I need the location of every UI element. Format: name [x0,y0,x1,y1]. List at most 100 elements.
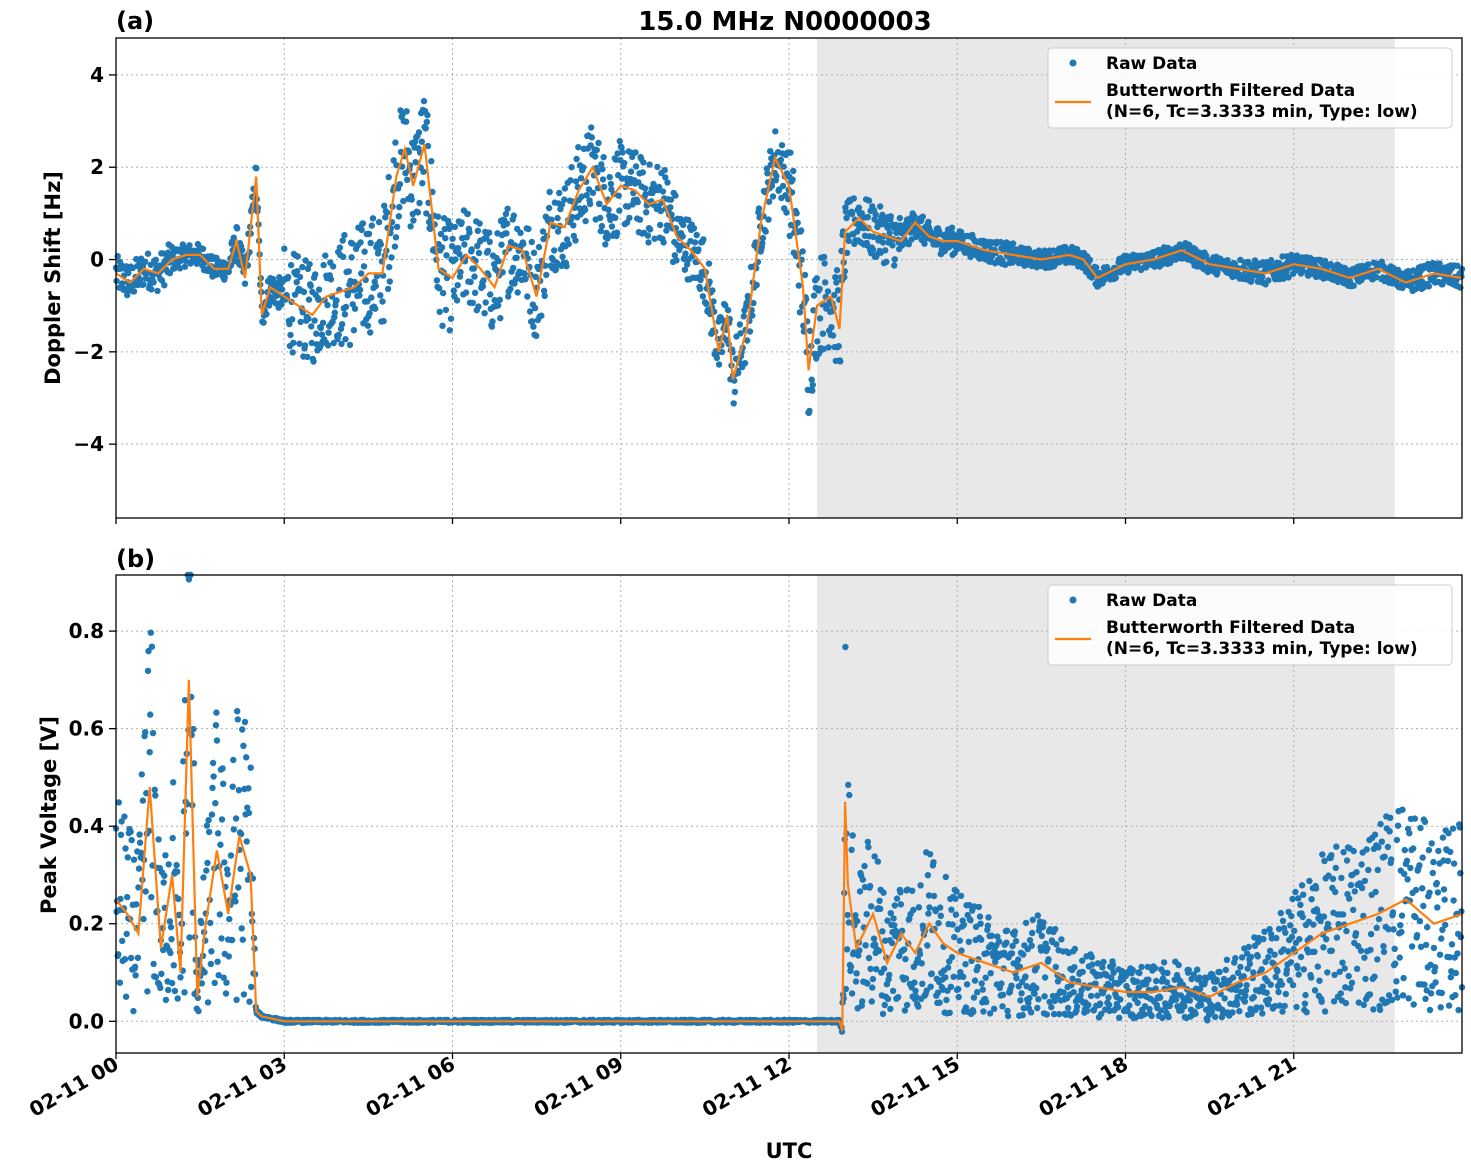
raw-data-point [454,282,461,289]
raw-data-point [248,983,255,991]
raw-data-point [779,182,787,190]
raw-data-point [161,872,168,879]
raw-data-point [498,241,505,248]
raw-data-point [1045,956,1052,963]
raw-data-point [844,911,851,919]
raw-data-point [1046,998,1053,1006]
raw-data-point [1158,261,1166,268]
raw-data-point [486,238,493,245]
raw-data-point [646,161,653,168]
raw-data-point [1289,895,1296,903]
raw-data-point [238,925,245,932]
raw-data-point [358,270,365,277]
raw-data-point [1314,908,1321,915]
raw-data-point [1308,896,1315,903]
raw-data-point [182,257,189,264]
raw-data-point [379,298,386,305]
y-ticks-a: 420−2−4 [73,63,116,456]
raw-data-point [433,277,441,284]
filtered-line-a [115,143,1463,380]
raw-data-point [1363,846,1370,853]
raw-data-point [241,280,249,287]
raw-data-point [286,320,293,328]
raw-data-point [695,246,702,253]
y-tick-label: 4 [90,63,104,87]
raw-data-point [139,797,147,804]
raw-data-point [1285,274,1292,281]
raw-data-point [507,285,514,292]
raw-data-point [364,322,372,329]
raw-data-point [1417,824,1424,832]
raw-data-point [1396,954,1403,961]
raw-data-point [375,246,382,253]
raw-data-point [842,985,850,993]
raw-data-point [1026,994,1033,1002]
raw-data-point [214,830,222,837]
raw-data-point [1093,264,1100,271]
raw-data-point [1393,836,1401,844]
raw-data-point [1371,973,1378,980]
raw-data-point [393,223,401,230]
raw-data-point [489,318,496,325]
raw-data-point [741,360,749,367]
raw-data-point [1221,995,1228,1002]
raw-data-point [883,258,890,265]
raw-data-point [1346,895,1353,902]
raw-data-point [925,910,932,917]
raw-data-point [143,790,150,797]
raw-data-point [879,239,887,246]
raw-data-point [377,241,384,248]
legend-raw-label-b: Raw Data [1106,591,1197,611]
raw-data-point [646,226,654,233]
raw-data-point [810,307,817,314]
raw-data-point [1324,920,1332,928]
raw-data-point [1004,1012,1012,1020]
raw-data-point [1413,932,1421,939]
raw-data-point [1260,935,1267,943]
raw-data-point [568,164,575,171]
raw-data-point [1391,945,1398,952]
raw-data-point [1151,965,1159,972]
x-tick-label: 02-11 18 [1034,1052,1132,1122]
raw-data-point [1234,969,1242,976]
raw-data-point [461,241,468,248]
raw-data-point [1376,1006,1384,1014]
raw-data-point [220,780,227,787]
raw-data-point [198,919,205,927]
raw-data-point [848,846,855,853]
raw-data-point [799,248,806,255]
raw-data-point [123,930,130,938]
raw-data-point [135,884,142,891]
raw-data-point [950,973,957,980]
raw-data-point [987,970,994,977]
raw-data-point [1116,1014,1123,1021]
raw-data-point [296,273,304,281]
raw-data-point [897,901,905,908]
raw-data-point [1052,963,1060,971]
raw-data-point [1008,950,1016,957]
raw-data-point [1273,934,1280,942]
raw-data-point [215,972,222,979]
raw-data-point [1317,917,1324,925]
raw-data-point [679,233,686,240]
raw-data-point [1355,999,1363,1006]
raw-data-point [176,265,184,272]
raw-data-point [541,292,548,299]
raw-data-point [580,164,587,171]
raw-data-point [412,159,419,166]
raw-data-point [372,282,379,290]
raw-data-point [211,979,218,987]
raw-data-point [986,1010,994,1017]
raw-data-point [1434,889,1442,896]
raw-data-point [400,197,407,205]
raw-data-point [181,263,189,270]
raw-data-point [820,345,827,353]
raw-data-point [497,315,504,322]
raw-data-point [1138,963,1145,971]
raw-data-point [317,324,324,332]
raw-data-point [230,234,237,241]
raw-data-point [1267,981,1274,988]
raw-data-point [1434,904,1441,911]
raw-data-point [170,962,177,969]
raw-data-point [567,177,574,184]
